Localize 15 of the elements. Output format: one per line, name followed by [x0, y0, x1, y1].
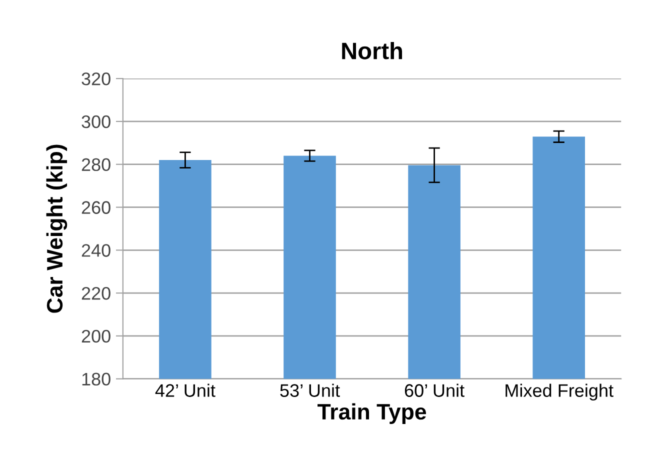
- y-tick-label: 280: [82, 158, 110, 172]
- y-axis-title: Car Weight (kip): [46, 144, 68, 313]
- x-tick-label: 42’ Unit: [155, 384, 216, 397]
- y-tick-label: 200: [82, 330, 110, 343]
- x-tick-label: 60’ Unit: [404, 384, 464, 397]
- y-tick-label: 300: [82, 115, 110, 128]
- y-tick-label: 220: [82, 286, 110, 300]
- x-tick-label: 53’ Unit: [280, 384, 340, 397]
- x-axis-title: Train Type: [318, 403, 426, 424]
- chart-title: North: [342, 42, 402, 60]
- y-tick-label: 260: [82, 201, 110, 214]
- x-tick-label: Mixed Freight: [506, 384, 614, 401]
- y-tick-label: 320: [82, 72, 110, 86]
- y-tick-label: 180: [82, 372, 110, 386]
- y-tick-label: 240: [82, 244, 110, 257]
